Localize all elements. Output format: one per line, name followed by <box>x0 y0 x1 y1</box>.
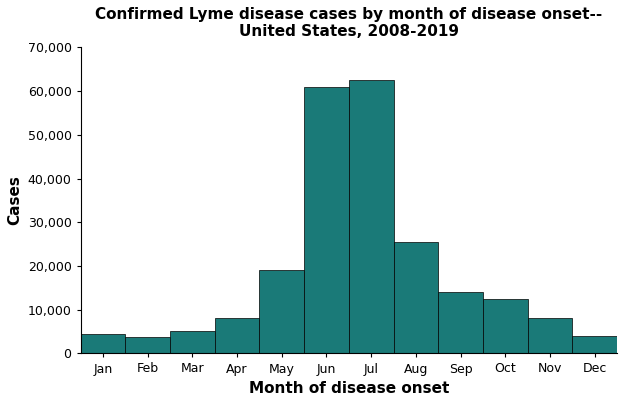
Bar <box>215 318 260 353</box>
Bar <box>80 334 125 353</box>
Bar <box>349 80 394 353</box>
Bar <box>125 337 170 353</box>
Bar <box>304 87 349 353</box>
Y-axis label: Cases: Cases <box>7 176 22 225</box>
Bar <box>528 318 572 353</box>
Bar <box>438 292 483 353</box>
Bar <box>170 331 215 353</box>
Title: Confirmed Lyme disease cases by month of disease onset--
United States, 2008-201: Confirmed Lyme disease cases by month of… <box>95 7 602 39</box>
Bar <box>260 270 304 353</box>
X-axis label: Month of disease onset: Month of disease onset <box>248 381 449 396</box>
Bar <box>483 299 528 353</box>
Bar <box>572 336 617 353</box>
Bar <box>394 242 438 353</box>
